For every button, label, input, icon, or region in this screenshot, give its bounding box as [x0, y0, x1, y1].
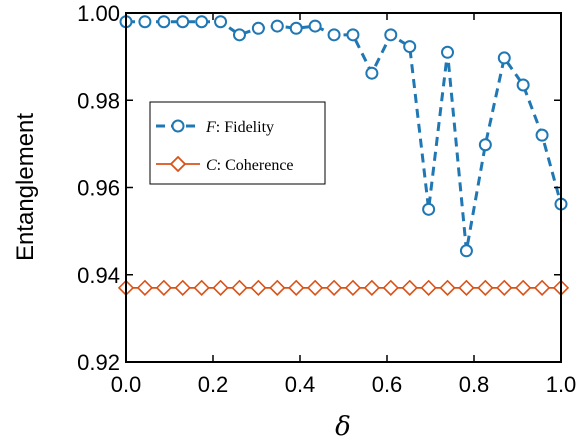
series-layer: [117, 15, 570, 296]
data-point-coherence-11: [325, 279, 343, 296]
x-tick-label-0-8: 0.8: [459, 372, 490, 397]
data-point-coherence-14: [382, 279, 399, 296]
data-point-coherence-22: [533, 279, 551, 296]
legend-marker-coherence: [169, 155, 187, 173]
data-point-fidelity-17: [441, 45, 455, 59]
data-point-fidelity-1: [138, 15, 152, 29]
data-point-coherence-2: [155, 279, 172, 296]
x-tick-label-0-0: 0.0: [111, 372, 142, 397]
data-point-fidelity-9: [289, 21, 303, 35]
data-point-coherence-18: [458, 279, 475, 296]
y-tick-label-0-92: 0.92: [77, 350, 120, 375]
y-tick-label-0-96: 0.96: [77, 176, 120, 201]
data-point-coherence-13: [363, 279, 380, 296]
legend-entry-fidelity: F: Fidelity: [156, 119, 274, 136]
ticks-layer: 0.0 0.2 0.4 0.6 0.8 1.0 0.92 0.94 0.96 0.98 1.00: [77, 1, 576, 397]
data-point-coherence-3: [174, 279, 191, 296]
legend-symbol-coherence: C: [206, 157, 217, 174]
data-point-coherence-5: [212, 279, 229, 296]
data-point-coherence-10: [307, 279, 324, 296]
data-point-fidelity-11: [327, 28, 341, 42]
x-axis-title: δ: [335, 412, 351, 442]
data-point-coherence-20: [496, 279, 513, 296]
x-tick-label-1-0: 1.0: [546, 372, 577, 397]
data-point-coherence-19: [477, 279, 494, 296]
data-point-fidelity-5: [214, 15, 228, 29]
data-point-fidelity-12: [346, 28, 360, 42]
y-tick-label-0-98: 0.98: [77, 88, 120, 113]
data-point-coherence-15: [401, 279, 418, 296]
legend-label-coherence: C: Coherence: [206, 157, 294, 174]
data-point-fidelity-15: [403, 40, 417, 54]
data-point-fidelity-16: [422, 202, 436, 216]
data-point-fidelity-10: [308, 19, 322, 33]
data-point-fidelity-14: [384, 28, 398, 42]
data-point-coherence-8: [269, 279, 286, 296]
data-point-coherence-17: [439, 279, 456, 296]
legend-symbol-fidelity: F: [205, 119, 216, 136]
data-point-fidelity-21: [516, 78, 530, 92]
data-point-coherence-6: [231, 279, 248, 296]
data-point-fidelity-19: [478, 138, 492, 152]
legend-desc-coherence: : Coherence: [217, 157, 294, 174]
data-point-coherence-16: [420, 279, 437, 296]
data-point-fidelity-3: [176, 15, 190, 29]
data-point-fidelity-20: [497, 51, 511, 65]
y-axis-title: Entanglement: [12, 113, 39, 261]
data-point-fidelity-18: [459, 244, 473, 258]
plot-frame: [125, 12, 562, 363]
legend: F: Fidelity C: Coherence: [149, 101, 326, 185]
y-tick-label-1-00: 1.00: [77, 1, 120, 26]
y-tick-label-0-94: 0.94: [77, 263, 120, 288]
data-point-fidelity-8: [270, 19, 284, 33]
x-tick-label-0-6: 0.6: [372, 372, 403, 397]
data-point-coherence-7: [250, 279, 267, 296]
legend-marker-fidelity: [171, 119, 185, 133]
data-point-fidelity-6: [232, 28, 246, 42]
legend-entry-coherence: C: Coherence: [156, 155, 294, 174]
data-point-fidelity-22: [535, 128, 549, 142]
data-point-coherence-9: [288, 279, 305, 296]
data-point-fidelity-4: [195, 15, 209, 29]
data-point-coherence-12: [344, 279, 362, 296]
data-point-coherence-21: [515, 279, 532, 296]
data-point-fidelity-7: [251, 21, 265, 35]
data-point-fidelity-13: [365, 66, 379, 80]
data-point-coherence-1: [136, 279, 154, 296]
legend-label-fidelity: F: Fidelity: [205, 119, 274, 136]
data-point-fidelity-2: [157, 15, 171, 29]
data-point-coherence-4: [193, 279, 210, 296]
legend-desc-fidelity: : Fidelity: [216, 119, 274, 136]
x-tick-label-0-4: 0.4: [285, 372, 316, 397]
x-tick-label-0-2: 0.2: [198, 372, 229, 397]
